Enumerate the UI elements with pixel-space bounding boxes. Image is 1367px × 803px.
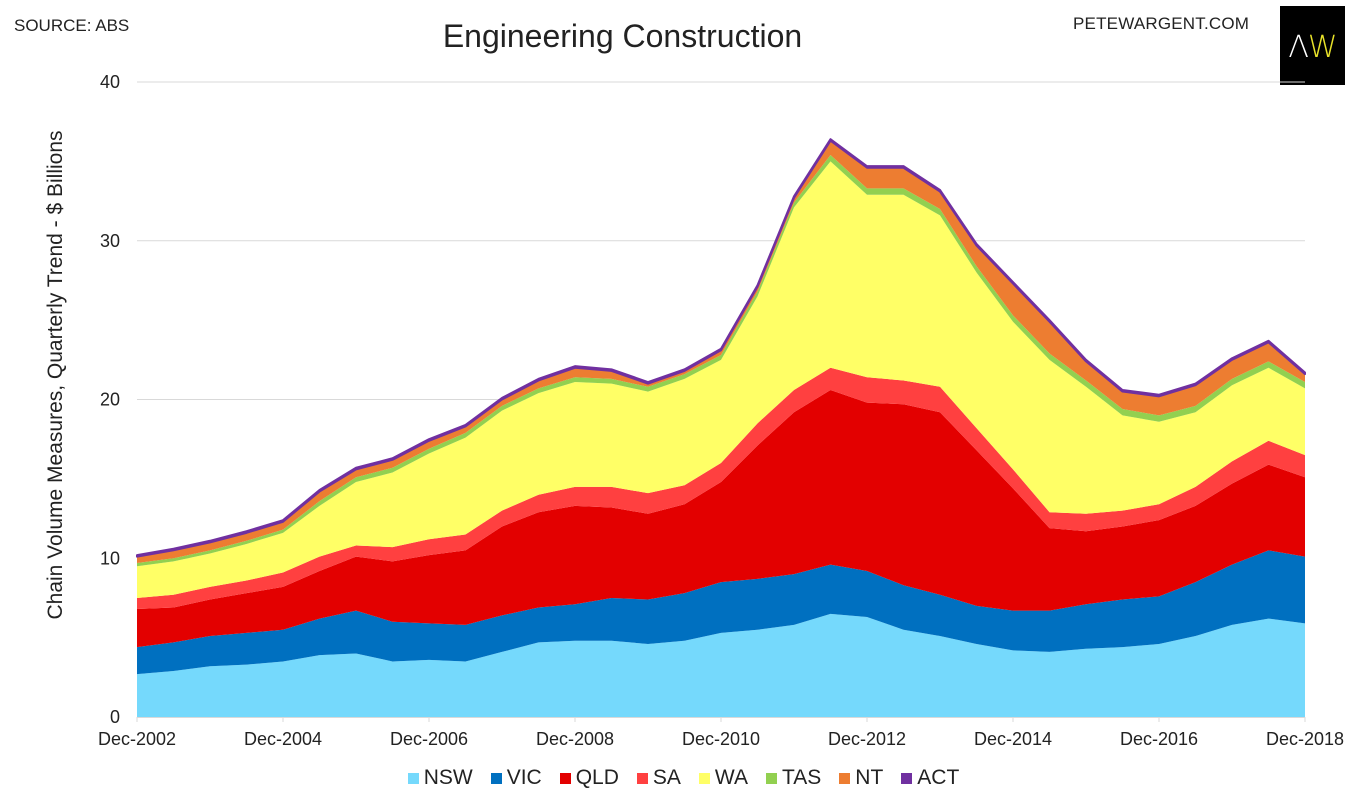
x-axis-ticks: Dec-2002 Dec-2004 Dec-2006 Dec-2008 Dec-2010…: [98, 717, 1344, 749]
legend-label: QLD: [575, 766, 619, 789]
legend-item-vic: VIC: [490, 766, 542, 790]
area-act: [136, 138, 1306, 558]
x-tick-label: Dec-2004: [244, 729, 322, 749]
legend: NSW VIC QLD SA WA TAS NT ACT: [0, 766, 1367, 790]
legend-label: NT: [855, 766, 884, 789]
x-tick-label: Dec-2002: [98, 729, 176, 749]
legend-swatch: [407, 772, 419, 784]
area-vic: [137, 550, 1305, 675]
legend-label: ACT: [917, 766, 960, 789]
legend-label: WA: [714, 766, 748, 789]
legend-item-act: ACT: [901, 766, 959, 790]
legend-label: VIC: [506, 766, 542, 789]
logo-letter-w: W: [1307, 30, 1338, 65]
source-label: SOURCE: ABS: [14, 16, 130, 35]
area-nsw: [137, 613, 1305, 717]
legend-swatch: [636, 772, 648, 784]
legend-swatch: [698, 772, 710, 784]
area-sa: [137, 367, 1305, 610]
legend-item-nt: NT: [839, 766, 883, 790]
legend-swatch: [765, 772, 777, 784]
legend-item-qld: QLD: [559, 766, 619, 790]
y-tick-label: 40: [100, 72, 120, 92]
x-tick-label: Dec-2010: [682, 729, 760, 749]
area-layers: [136, 138, 1306, 717]
x-tick-label: Dec-2012: [828, 729, 906, 749]
area-wa: [137, 161, 1305, 598]
chart-title: Engineering Construction: [442, 18, 803, 54]
y-tick-label: 0: [110, 707, 120, 727]
legend-label: NSW: [423, 766, 473, 789]
legend-swatch: [901, 772, 913, 784]
legend-label: SA: [652, 766, 681, 789]
y-tick-label: 30: [100, 231, 120, 251]
x-tick-label: Dec-2008: [536, 729, 614, 749]
logo: ΛW: [1280, 6, 1345, 85]
legend-label: TAS: [781, 766, 822, 789]
area-nt: [137, 140, 1305, 564]
y-axis-ticks: 0 10 20 30 40: [100, 72, 120, 727]
legend-swatch: [839, 772, 851, 784]
x-tick-label: Dec-2016: [1120, 729, 1198, 749]
logo-mark: ΛW: [1280, 30, 1345, 65]
legend-item-tas: TAS: [765, 766, 822, 790]
legend-swatch: [559, 772, 571, 784]
logo-letter-a: Λ: [1288, 30, 1309, 65]
y-tick-label: 20: [100, 390, 120, 410]
site-label: PETEWARGENT.COM: [1073, 14, 1250, 33]
y-tick-label: 10: [100, 548, 120, 568]
area-qld: [137, 389, 1305, 648]
legend-item-nsw: NSW: [407, 766, 473, 790]
legend-item-sa: SA: [636, 766, 681, 790]
x-tick-label: Dec-2018: [1266, 729, 1344, 749]
legend-swatch: [490, 772, 502, 784]
x-tick-label: Dec-2006: [390, 729, 468, 749]
legend-item-wa: WA: [698, 766, 748, 790]
x-tick-label: Dec-2014: [974, 729, 1052, 749]
